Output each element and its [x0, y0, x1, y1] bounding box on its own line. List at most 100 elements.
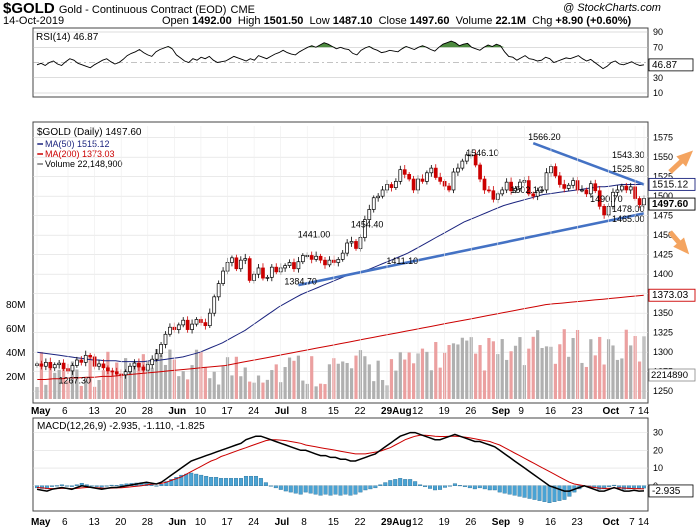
- macd-x-tick-label: 23: [572, 517, 584, 528]
- volume-bar: [407, 352, 411, 399]
- macd-histogram-bar: [114, 485, 119, 487]
- macd-histogram-bar: [199, 474, 204, 486]
- candle-body: [464, 154, 469, 162]
- candle-body: [340, 252, 345, 260]
- candle-body: [349, 241, 354, 244]
- price-tag-label: 1497.60: [652, 199, 689, 210]
- volume-bar: [602, 364, 606, 399]
- volume-bar: [505, 359, 509, 399]
- macd-histogram-bar: [159, 484, 164, 486]
- volume-bar: [363, 356, 367, 399]
- price-tag-label: 1515.12: [652, 179, 689, 190]
- candle-body: [580, 189, 584, 192]
- volume-bar: [478, 345, 482, 399]
- candle-body: [318, 255, 323, 261]
- volume-bar: [239, 376, 243, 399]
- price-x-tick-label: 20: [115, 406, 127, 417]
- price-x-tick-label: 7: [629, 406, 635, 417]
- candle-body: [380, 189, 385, 197]
- volume-bar: [270, 370, 274, 399]
- volume-bar: [159, 355, 163, 399]
- volume-tag: [648, 368, 696, 382]
- volume-bar: [434, 342, 438, 399]
- volume-bar: [243, 367, 247, 399]
- close-label: Close: [378, 15, 407, 27]
- price-annotation: 1502.10: [510, 185, 543, 195]
- volume-bar: [79, 385, 83, 399]
- macd-histogram-bar: [44, 485, 49, 490]
- price-tick-label: 1425: [653, 250, 673, 260]
- volume-bar: [155, 349, 159, 399]
- open-value: 1492.00: [191, 15, 232, 27]
- macd-histogram-bar: [214, 477, 219, 486]
- candle-body: [624, 185, 629, 191]
- candle-body: [535, 190, 540, 197]
- candle-body: [619, 185, 624, 191]
- price-x-tick-label: 12: [412, 406, 424, 417]
- macd-x-tick-label: Sep: [492, 517, 510, 528]
- candle-body: [491, 190, 496, 200]
- candle-body: [132, 362, 137, 367]
- volume-bar: [447, 344, 451, 399]
- volume-bar: [181, 371, 185, 399]
- candle-body: [150, 358, 155, 366]
- candle-body: [420, 178, 425, 182]
- candle-body: [345, 242, 349, 254]
- volume-bar: [451, 343, 456, 399]
- macd-histogram-bar: [487, 485, 492, 491]
- volume-bar: [84, 380, 88, 399]
- volume-bar: [571, 338, 575, 399]
- symbol-description: Gold - Continuous Contract (EOD): [58, 4, 227, 16]
- macd-histogram-bar: [497, 485, 502, 493]
- ma50-line: [36, 184, 644, 363]
- candle-body: [247, 258, 252, 281]
- candle-body: [456, 167, 460, 173]
- volume-bar: [261, 382, 265, 399]
- exchange-label: CME: [230, 4, 255, 16]
- volume-bar: [611, 345, 615, 399]
- candle-body: [451, 171, 456, 191]
- candle-body: [57, 362, 62, 366]
- macd-histogram-bar: [109, 484, 114, 486]
- macd-x-tick-label: 13: [89, 517, 101, 528]
- volume-tick-label: 40M: [6, 348, 25, 359]
- candle-body: [44, 361, 48, 367]
- macd-histogram-bar: [388, 480, 393, 486]
- price-x-tick-label: 28: [142, 406, 154, 417]
- macd-histogram-bar: [119, 484, 124, 486]
- ma200-line: [37, 294, 645, 380]
- candle-body: [336, 259, 341, 263]
- price-x-tick-label: Sep: [492, 406, 510, 417]
- volume-bar: [292, 360, 296, 399]
- macd-histogram-bar: [542, 485, 547, 502]
- macd-histogram-bar: [219, 478, 224, 486]
- volume-bar: [44, 384, 48, 399]
- volume-bar: [287, 357, 292, 399]
- volume-bar: [318, 383, 323, 399]
- candle-body: [509, 181, 513, 192]
- macd-histogram-bar: [234, 478, 239, 486]
- candle-body: [327, 259, 332, 266]
- macd-x-tick-label: Jul: [275, 517, 290, 528]
- macd-x-tick-label: 16: [545, 517, 557, 528]
- macd-histogram-bar: [338, 485, 343, 496]
- candle-body: [207, 312, 212, 327]
- volume-bar: [593, 355, 597, 399]
- volume-bar: [221, 366, 225, 399]
- macd-histogram-bar: [49, 485, 54, 487]
- volume-bar: [403, 359, 407, 399]
- breakout-down-arrow-head: [673, 237, 690, 255]
- macd-histogram-bar: [617, 485, 622, 488]
- macd-histogram-bar: [383, 482, 388, 486]
- volume-bar: [345, 362, 349, 399]
- volume-bar: [70, 361, 75, 399]
- candle-body: [323, 259, 327, 266]
- candle-body: [611, 191, 615, 207]
- macd-histogram-bar: [482, 485, 487, 490]
- price-x-tick-label: Jun: [168, 406, 186, 417]
- price-legend-item: Volume 22,148,900: [45, 159, 123, 169]
- price-legend-item: MA(200) 1373.03: [45, 149, 115, 159]
- price-annotation: 1490.70: [590, 194, 623, 204]
- candle-body: [265, 276, 270, 279]
- macd-histogram-bar: [452, 483, 457, 486]
